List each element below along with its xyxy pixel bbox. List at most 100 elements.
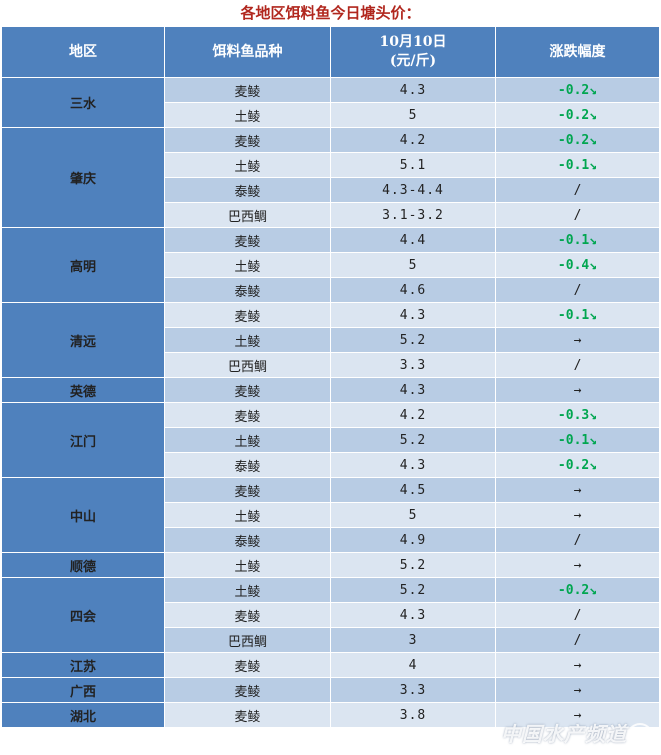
region-cell: 江门 [1, 402, 165, 478]
price-cell: 5.2 [330, 552, 496, 578]
region-cell: 清远 [1, 302, 165, 378]
change-cell: / [495, 527, 660, 553]
table-row: 江门 麦鲮 4.2 -0.3↘ [1, 402, 660, 478]
table-row: 高明 麦鲮 4.4 -0.1↘ [1, 227, 660, 303]
table-row: 英德 麦鲮 4.3 → [1, 377, 660, 403]
region-cell: 湖北 [1, 702, 165, 728]
change-cell: → [495, 477, 660, 503]
price-cell: 4.6 [330, 277, 496, 303]
region-column-header: 地区 [1, 26, 165, 78]
price-column-header: 10月10日 (元/斤) [330, 26, 496, 78]
change-cell: / [495, 277, 660, 303]
table-row: 三水 麦鲮 4.3 -0.2↘ [1, 77, 660, 128]
species-cell: 麦鲮 [164, 402, 331, 428]
region-cell: 顺德 [1, 552, 165, 578]
change-cell: / [495, 627, 660, 653]
table-row: 四会 土鲮 5.2 -0.2↘ [1, 577, 660, 653]
table-row: 泰鲮 4.9/ [2, 527, 660, 553]
price-cell: 4.9 [330, 527, 496, 553]
region-cell: 中山 [1, 477, 165, 553]
table-row: 土鲮 5.1 -0.1↘ [2, 152, 660, 178]
species-cell: 麦鲮 [164, 652, 331, 678]
species-column-header: 饵料鱼品种 [164, 26, 331, 78]
price-cell: 4 [330, 652, 496, 678]
species-cell: 麦鲮 [164, 227, 331, 253]
change-cell: → [495, 327, 660, 353]
price-cell: 5.2 [330, 327, 496, 353]
table-row: 清远 麦鲮 4.3 -0.1↘ [1, 302, 660, 378]
watermark-url: www.fishfirst.cn [571, 745, 627, 753]
table-row: 土鲮 5 -0.4↘ [2, 252, 660, 278]
table-header-row: 地区 饵料鱼品种 10月10日 (元/斤) 涨跌幅度 [1, 26, 660, 78]
price-cell: 3 [330, 627, 496, 653]
species-cell: 巴西鲷 [164, 352, 331, 378]
price-cell: 4.3 [330, 377, 496, 403]
change-cell: -0.1↘ [495, 302, 660, 328]
species-cell: 泰鲮 [164, 177, 331, 203]
species-cell: 麦鲮 [164, 77, 331, 103]
species-cell: 土鲮 [164, 252, 331, 278]
species-cell: 土鲮 [164, 152, 331, 178]
species-cell: 土鲮 [164, 102, 331, 128]
change-cell: -0.1↘ [495, 427, 660, 453]
price-cell: 4.3 [330, 452, 496, 478]
price-cell: 4.3 [330, 77, 496, 103]
price-cell: 5.2 [330, 577, 496, 603]
change-cell: -0.2↘ [495, 102, 660, 128]
table-row: 广西 麦鲮 3.3 → [1, 677, 660, 703]
table-row: 顺德 土鲮 5.2 → [1, 552, 660, 578]
price-cell: 4.4 [330, 227, 496, 253]
species-cell: 泰鲮 [164, 527, 331, 553]
species-cell: 土鲮 [164, 577, 331, 603]
change-column-header: 涨跌幅度 [495, 26, 660, 78]
price-cell: 5 [330, 502, 496, 528]
region-cell: 英德 [1, 377, 165, 403]
table-row: 巴西鲷 3/ [2, 627, 660, 653]
table-row: 土鲮 5 -0.2↘ [2, 102, 660, 128]
table-row: 泰鲮 4.3 -0.2↘ [2, 452, 660, 478]
region-cell: 高明 [1, 227, 165, 303]
table-row: 泰鲮 4.6/ [2, 277, 660, 303]
change-cell: / [495, 202, 660, 228]
species-cell: 麦鲮 [164, 377, 331, 403]
price-cell: 5 [330, 252, 496, 278]
price-table: 地区 饵料鱼品种 10月10日 (元/斤) 涨跌幅度 三水 麦鲮 4.3 -0.2↘ 土… [1, 26, 660, 728]
change-cell: -0.2↘ [495, 77, 660, 103]
species-cell: 麦鲮 [164, 302, 331, 328]
price-cell: 4.5 [330, 477, 496, 503]
table-row: 巴西鲷 3.1-3.2/ [2, 202, 660, 228]
species-cell: 麦鲮 [164, 477, 331, 503]
price-header-unit: (元/斤) [389, 53, 437, 69]
species-cell: 土鲮 [164, 327, 331, 353]
watermark-globe-icon [627, 723, 653, 749]
table-row: 中山 麦鲮 4.5 → [1, 477, 660, 553]
price-cell: 3.1-3.2 [330, 202, 496, 228]
region-cell: 江苏 [1, 652, 165, 678]
table-row: 土鲮 5.2 → [2, 327, 660, 353]
table-body: 三水 麦鲮 4.3 -0.2↘ 土鲮 5 -0.2↘ 肇庆 麦鲮 4.2 -0.2↘ 土鲮 5.1 -0.… [1, 77, 660, 728]
price-cell: 4.3 [330, 302, 496, 328]
region-cell: 四会 [1, 577, 165, 653]
change-cell: / [495, 352, 660, 378]
change-cell: -0.1↘ [495, 227, 660, 253]
change-cell: -0.4↘ [495, 252, 660, 278]
change-cell: / [495, 602, 660, 628]
region-cell: 肇庆 [1, 127, 165, 228]
species-cell: 巴西鲷 [164, 627, 331, 653]
table-row: 麦鲮 4.3/ [2, 602, 660, 628]
change-cell: -0.2↘ [495, 577, 660, 603]
region-cell: 三水 [1, 77, 165, 128]
species-cell: 麦鲮 [164, 602, 331, 628]
species-cell: 土鲮 [164, 502, 331, 528]
price-cell: 3.3 [330, 677, 496, 703]
species-cell: 麦鲮 [164, 127, 331, 153]
species-cell: 巴西鲷 [164, 202, 331, 228]
table-row: 肇庆 麦鲮 4.2 -0.2↘ [1, 127, 660, 228]
page-title: 各地区饵料鱼今日塘头价： [240, 4, 421, 22]
change-cell: → [495, 377, 660, 403]
change-cell: / [495, 177, 660, 203]
price-cell: 5.2 [330, 427, 496, 453]
table-row: 江苏 麦鲮 4 → [1, 652, 660, 678]
price-cell: 4.3 [330, 602, 496, 628]
change-cell: -0.2↘ [495, 127, 660, 153]
